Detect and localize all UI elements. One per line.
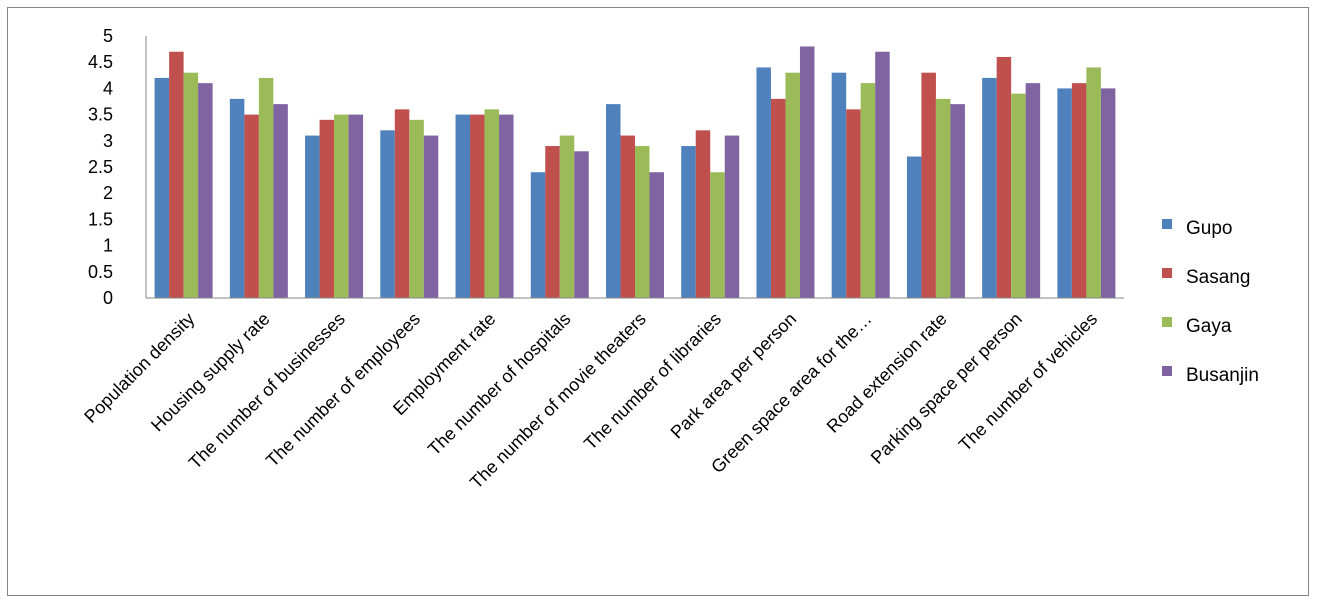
bar [380, 130, 395, 298]
legend-label: Gupo [1186, 218, 1232, 239]
x-tick-label: The number of hospitals [424, 309, 575, 460]
bar [154, 77, 170, 298]
bar [334, 114, 349, 298]
bar [394, 109, 410, 298]
y-tick-label: 2.5 [88, 157, 113, 177]
bar [710, 172, 725, 298]
bar [935, 98, 951, 298]
bar [921, 72, 936, 299]
bar [860, 83, 876, 298]
bar [831, 72, 847, 299]
bar [649, 172, 664, 298]
y-tick-label: 5 [103, 26, 113, 46]
bar [545, 146, 560, 298]
bar [198, 83, 213, 298]
bar [906, 156, 922, 298]
legend-swatch [1162, 366, 1172, 376]
x-tick-label: Parking space per person [867, 309, 1026, 468]
legend-swatch [1162, 268, 1172, 278]
bar [183, 72, 199, 299]
x-tick-label: Green space area for the… [707, 309, 875, 477]
bar [319, 119, 335, 298]
x-tick-label: The number of businesses [185, 309, 349, 473]
bar [305, 135, 320, 298]
bar [875, 51, 890, 298]
bar [409, 119, 424, 298]
bar [169, 51, 184, 298]
legend-label: Busanjin [1186, 365, 1259, 386]
bar [756, 67, 771, 298]
x-tick-label: The number of employees [262, 309, 424, 471]
bar [559, 135, 575, 298]
bar [1071, 83, 1087, 298]
x-tick-label: Park area per person [667, 309, 801, 443]
y-tick-label: 3 [103, 131, 113, 151]
bar [423, 135, 439, 298]
bar [1025, 83, 1041, 298]
bar [695, 130, 711, 298]
bar [982, 77, 997, 298]
bar [724, 135, 740, 298]
x-tick-label: The number of vehicles [955, 309, 1101, 455]
legend-swatch [1162, 317, 1172, 327]
bar [799, 46, 815, 299]
bar [785, 72, 800, 299]
bar [620, 135, 635, 298]
bar [1057, 88, 1072, 299]
y-tick-label: 4 [103, 78, 113, 98]
bar [499, 114, 514, 298]
bar [484, 109, 500, 298]
bar [229, 98, 245, 298]
bar [770, 98, 786, 298]
bar [1100, 88, 1116, 299]
y-tick-label: 2 [103, 183, 113, 203]
y-tick-label: 1 [103, 236, 113, 256]
legend-swatch [1162, 219, 1172, 229]
legend-label: Sasang [1186, 267, 1250, 288]
bar [470, 114, 485, 298]
bar [574, 151, 589, 298]
legend-label: Gaya [1186, 316, 1232, 337]
bar [244, 114, 259, 298]
bar [681, 146, 696, 298]
bar [996, 56, 1012, 299]
y-tick-label: 4.5 [88, 52, 113, 72]
bar [455, 114, 471, 298]
bar [635, 146, 650, 298]
x-tick-label: The number of libraries [580, 309, 725, 454]
y-tick-label: 3.5 [88, 105, 113, 125]
bar [606, 104, 621, 299]
y-tick-label: 1.5 [88, 209, 113, 229]
bar [846, 109, 861, 298]
bar [950, 104, 965, 299]
bar [258, 77, 274, 298]
bar [1011, 93, 1026, 298]
y-tick-label: 0 [103, 288, 113, 308]
bar [273, 104, 288, 299]
bar [530, 172, 546, 298]
y-tick-label: 0.5 [88, 262, 113, 282]
bar [348, 114, 364, 298]
bar [1086, 67, 1101, 298]
